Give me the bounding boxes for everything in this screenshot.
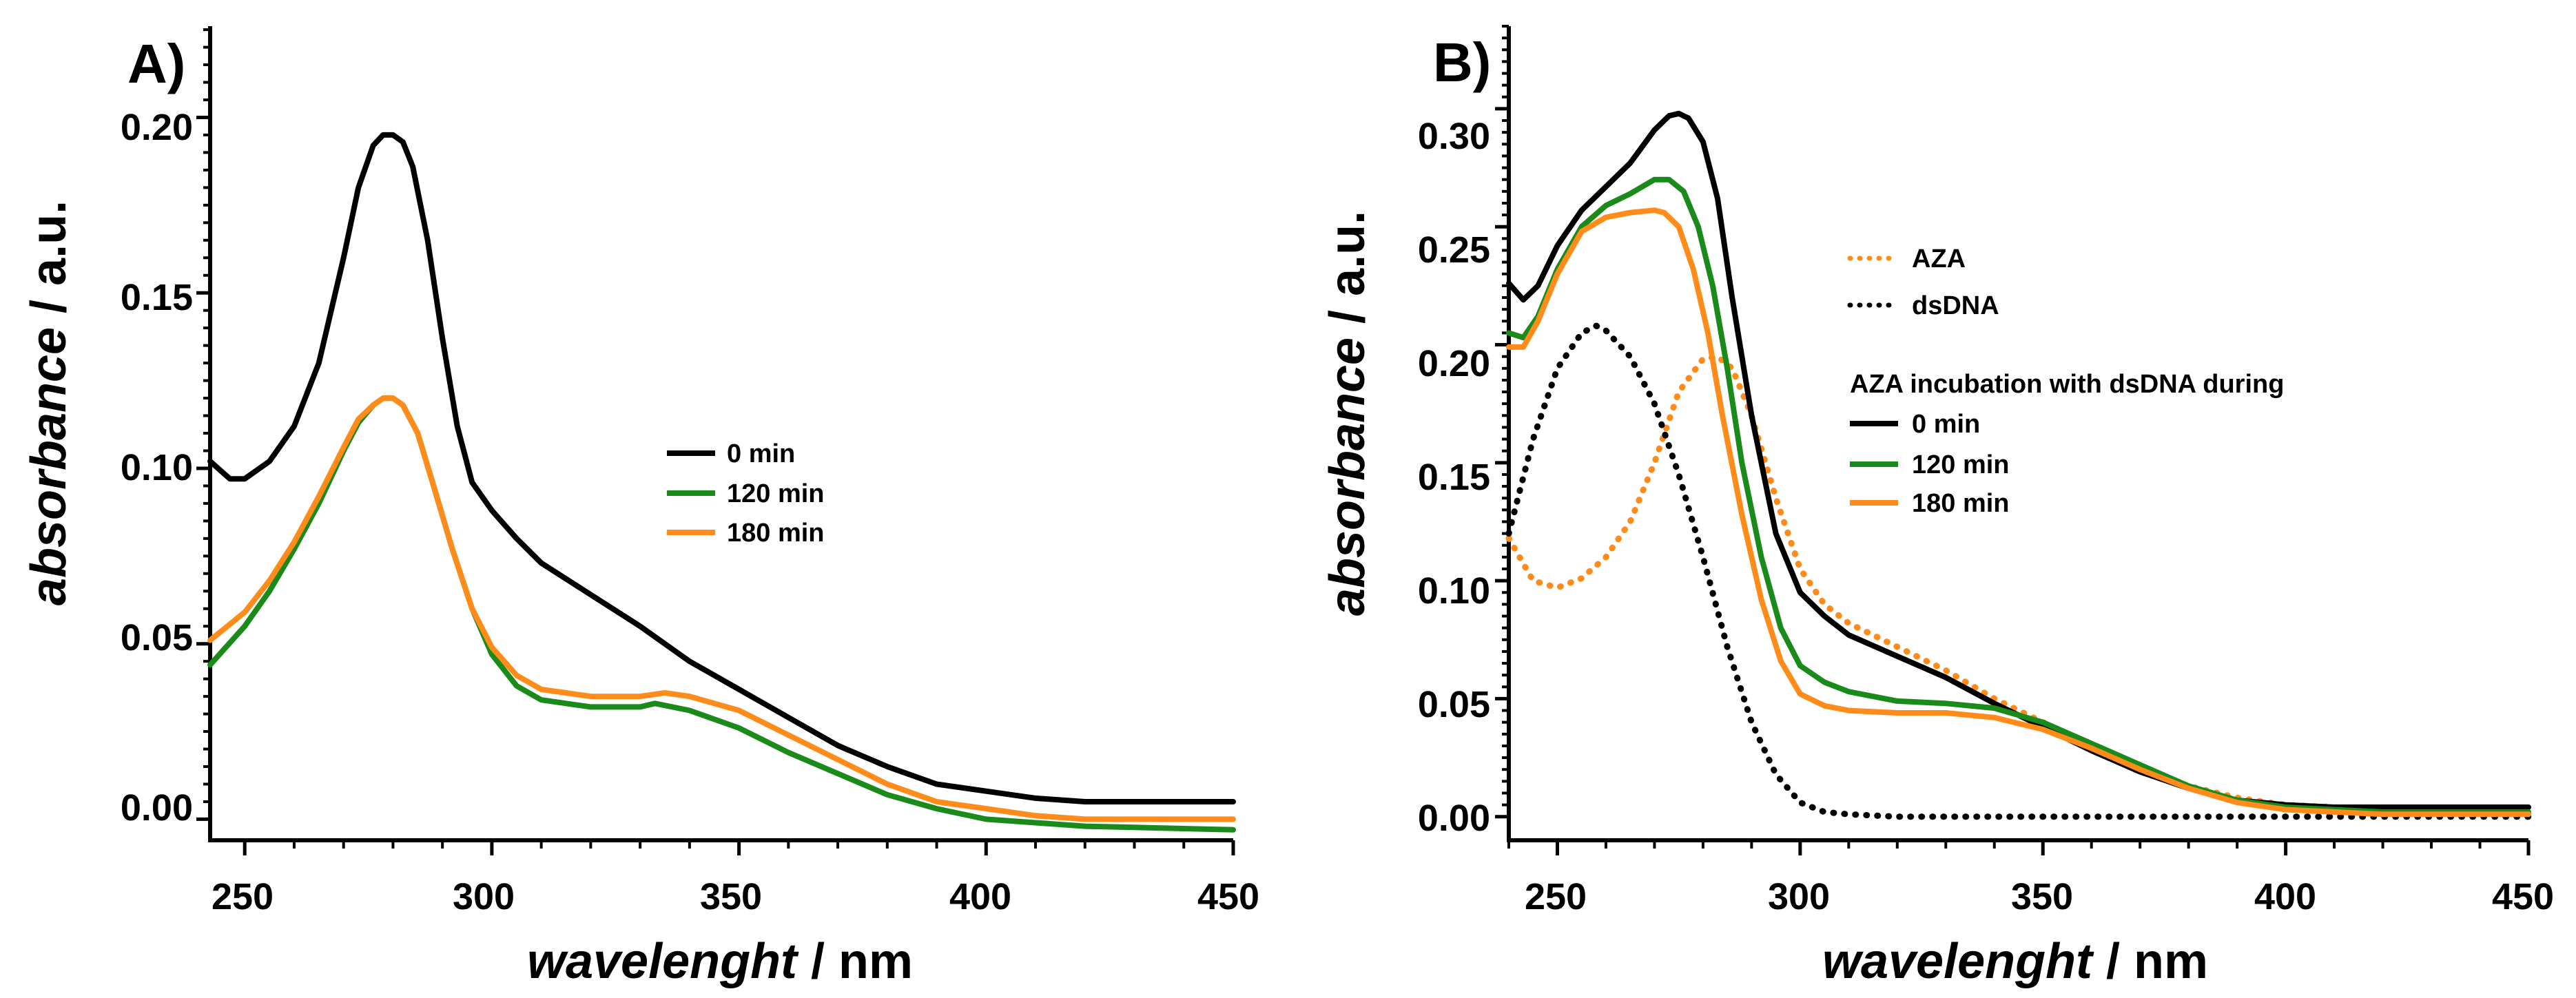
panel-a-y-axis-title: absorbance / a.u.: [21, 200, 76, 605]
panel-a-xtick-3: 400: [949, 876, 1011, 917]
panel-a-legend-label-120min: 120 min: [727, 479, 825, 508]
panel-a-plot-area: [207, 132, 1236, 833]
panel-b-series-dsdna: [1505, 322, 2532, 820]
panel-b-y-axis-title: absorbance / a.u.: [1320, 211, 1375, 616]
panel-a-minor-ticks: [203, 28, 1235, 849]
panel-b-xtick-4: 450: [2492, 876, 2554, 917]
panel-a-series-180min: [207, 395, 1236, 822]
panel-a-y-tick-labels: 0.00 0.05 0.10 0.15 0.20: [121, 107, 193, 829]
panel-a-ytick-3: 0.15: [121, 277, 193, 318]
panel-a-legend: 0 min 120 min 180 min: [667, 439, 825, 548]
panel-b-xtick-3: 400: [2254, 876, 2316, 917]
panel-a-xtick-1: 300: [453, 876, 515, 917]
panel-a-xtick-2: 350: [700, 876, 762, 917]
panel-a-ytick-2: 0.10: [121, 447, 193, 488]
panel-b-y-tick-labels: 0.00 0.05 0.10 0.15 0.20 0.25 0.30: [1418, 116, 1490, 839]
panel-a-series-120min: [207, 395, 1236, 833]
panel-a-ytick-0: 0.00: [121, 787, 193, 829]
panel-a-ytick-4: 0.20: [121, 107, 193, 148]
panel-b-xtick-0: 250: [1525, 876, 1587, 917]
panel-b-series-180min: [1506, 207, 2531, 818]
panel-b-xtick-1: 300: [1768, 876, 1830, 917]
panel-b-legend-label-0min: 0 min: [1912, 410, 1980, 439]
panel-a-ytick-1: 0.05: [121, 617, 193, 658]
panel-b-label: B): [1433, 32, 1491, 93]
panel-a-x-axis-title: wavelenght / nm: [527, 934, 913, 989]
panel-b-ytick-4: 0.20: [1418, 343, 1490, 384]
panel-b-legend-label-120min: 120 min: [1912, 450, 2010, 479]
panel-a-x-tick-labels: 250 300 350 400 450: [212, 876, 1259, 917]
panel-b-legend-header: AZA incubation with dsDNA during: [1850, 370, 2284, 399]
panel-b-x-axis-title: wavelenght / nm: [1822, 934, 2208, 989]
panel-b-legend-label-180min: 180 min: [1912, 489, 2010, 518]
panel-a-series-0min: [207, 132, 1236, 804]
panel-b-x-tick-labels: 250 300 350 400 450: [1525, 876, 2554, 917]
panel-b-ytick-2: 0.10: [1418, 570, 1490, 612]
panel-b: B) 0.00 0.05 0.10 0.15 0.20 0.25 0.30 25…: [1320, 25, 2554, 989]
panel-b-series-aza: [1505, 353, 2532, 813]
panel-b-ytick-3: 0.15: [1418, 457, 1490, 498]
panel-a-legend-label-0min: 0 min: [727, 439, 795, 468]
panel-a-major-ticks: [196, 115, 1235, 855]
panel-a: A) 0.00 0.05 0.10 0.15 0.20 250 300 350 …: [21, 26, 1259, 989]
panel-b-series-120min: [1506, 176, 2531, 815]
panel-b-ytick-6: 0.30: [1418, 116, 1490, 157]
panel-b-ytick-5: 0.25: [1418, 229, 1490, 271]
panel-b-ytick-0: 0.00: [1418, 798, 1490, 839]
panel-b-legend-label-aza: AZA: [1912, 245, 1966, 273]
panel-a-legend-label-180min: 180 min: [727, 519, 825, 548]
panel-b-legend: AZA dsDNA AZA incubation with dsDNA duri…: [1847, 245, 2284, 518]
panel-b-major-ticks: [1495, 107, 2531, 855]
panel-b-ytick-1: 0.05: [1418, 684, 1490, 725]
panel-a-xtick-4: 450: [1197, 876, 1259, 917]
panel-b-plot-area: [1505, 110, 2532, 820]
panel-a-xtick-0: 250: [212, 876, 274, 917]
panel-a-label: A): [127, 33, 185, 94]
panel-b-legend-label-dsdna: dsDNA: [1912, 291, 1999, 320]
panel-b-series-0min: [1506, 110, 2531, 810]
panel-b-xtick-2: 350: [2011, 876, 2073, 917]
